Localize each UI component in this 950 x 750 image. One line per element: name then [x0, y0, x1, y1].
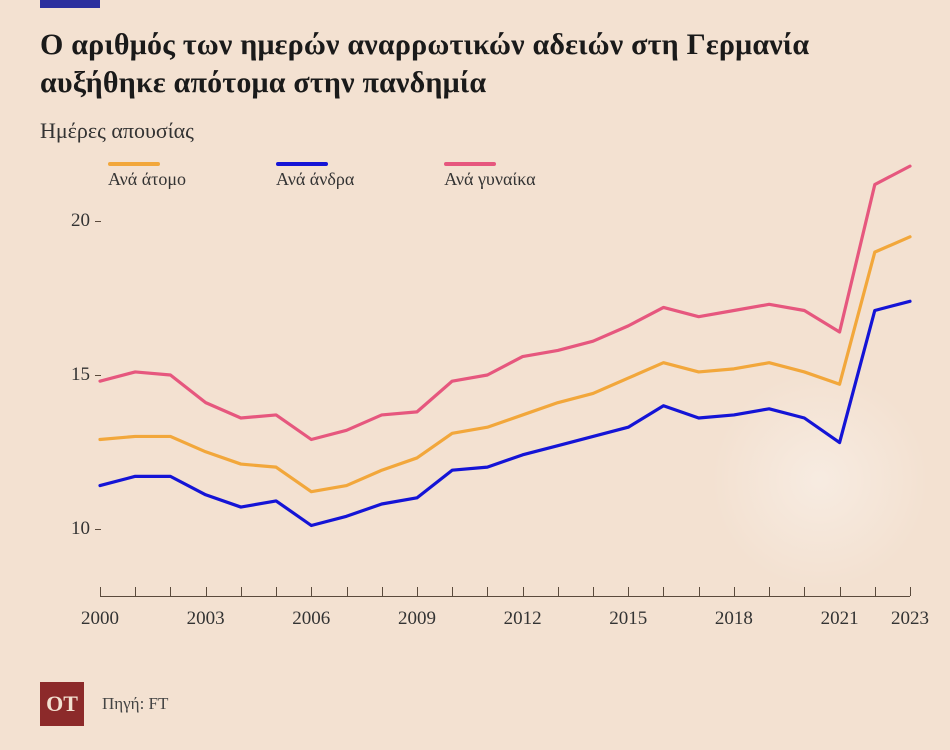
y-tick	[95, 221, 101, 222]
line-series-svg	[100, 160, 910, 590]
x-tick	[487, 587, 488, 596]
x-axis-label: 2023	[891, 608, 929, 630]
x-tick	[452, 587, 453, 596]
x-axis-label: 2000	[81, 608, 119, 630]
y-tick	[95, 529, 101, 530]
x-tick	[311, 587, 312, 596]
x-axis-label: 2003	[187, 608, 225, 630]
x-tick	[206, 587, 207, 596]
y-axis-label: 15	[40, 364, 90, 386]
x-tick	[593, 587, 594, 596]
x-tick	[135, 587, 136, 596]
y-axis-label: 20	[40, 210, 90, 232]
x-axis-label: 2009	[398, 608, 436, 630]
x-tick	[100, 587, 101, 596]
y-tick	[95, 375, 101, 376]
accent-bar	[40, 0, 100, 8]
x-axis-label: 2012	[504, 608, 542, 630]
x-tick	[241, 587, 242, 596]
chart-title: Ο αριθμός των ημερών αναρρωτικών αδειών …	[40, 26, 910, 103]
x-tick	[875, 587, 876, 596]
x-tick	[804, 587, 805, 596]
x-axis-baseline	[100, 596, 910, 597]
x-axis-label: 2015	[609, 608, 647, 630]
x-axis-label: 2018	[715, 608, 753, 630]
x-tick	[523, 587, 524, 596]
x-axis-label: 2006	[292, 608, 330, 630]
x-tick	[628, 587, 629, 596]
x-tick	[840, 587, 841, 596]
x-tick	[347, 587, 348, 596]
series-line-per_woman	[100, 166, 910, 439]
x-tick	[663, 587, 664, 596]
series-line-per_man	[100, 301, 910, 525]
source-text: Πηγή: FT	[102, 694, 168, 714]
footer: OT Πηγή: FT	[40, 682, 168, 726]
x-tick	[170, 587, 171, 596]
y-axis-label: 10	[40, 518, 90, 540]
x-tick	[417, 587, 418, 596]
chart-area: 1015202000200320062009201220152018202120…	[40, 150, 920, 650]
x-tick	[734, 587, 735, 596]
x-tick	[910, 587, 911, 596]
chart-canvas: Ο αριθμός των ημερών αναρρωτικών αδειών …	[0, 0, 950, 750]
x-tick	[382, 587, 383, 596]
x-tick	[769, 587, 770, 596]
publisher-logo: OT	[40, 682, 84, 726]
x-axis-label: 2021	[821, 608, 859, 630]
plot-region	[100, 160, 910, 590]
x-tick	[699, 587, 700, 596]
chart-subtitle: Ημέρες απουσίας	[40, 118, 194, 144]
x-tick	[558, 587, 559, 596]
x-tick	[276, 587, 277, 596]
